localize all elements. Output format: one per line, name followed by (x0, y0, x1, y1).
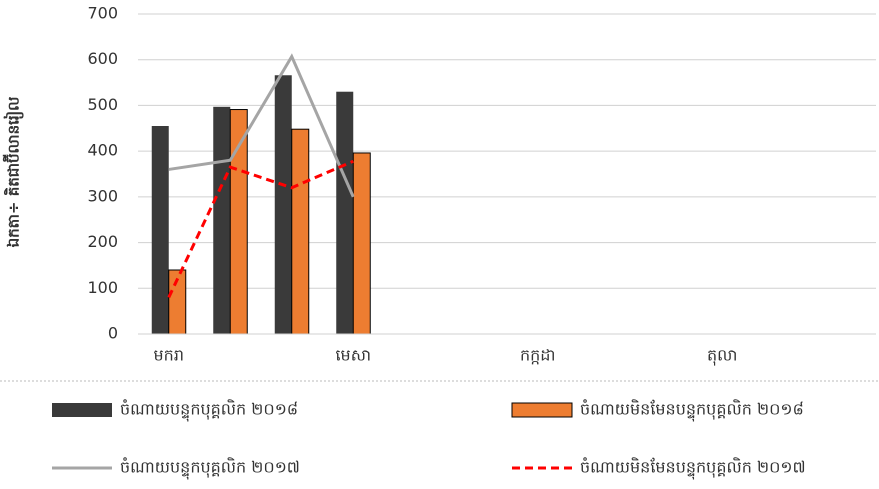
bar (274, 75, 292, 334)
y-tick-label: 700 (87, 4, 118, 23)
y-axis-title: ឯកតា÷ គិតជាប៊ីលានរៀល (3, 97, 25, 248)
x-tick-label: តុលា (707, 346, 737, 367)
y-tick-label: 600 (87, 49, 118, 68)
legend-label: ចំណាយបន្ទុកបុគ្គលិក ២០១៨ (120, 399, 298, 423)
legend-label: ចំណាយបន្ទុកបុគ្គលិក ២០១៧ (120, 457, 300, 481)
y-tick-label: 100 (87, 278, 118, 297)
x-tick-label: មករា (154, 346, 184, 365)
line-series (167, 159, 354, 299)
x-tick-label: កក្កដា (520, 346, 556, 365)
y-tick-label: 300 (87, 186, 118, 205)
x-tick-label: មេសា (335, 346, 371, 365)
bar (213, 106, 231, 334)
legend-label: ចំណាយមិនមែនបន្ទុកបុគ្គលិក ២០១៨ (580, 399, 804, 423)
legend-label: ចំណាយមិនមែនបន្ទុកបុគ្គលិក ២០១៧ (580, 457, 806, 481)
legend-swatch (52, 403, 112, 417)
y-tick-label: 0 (108, 324, 118, 343)
bar (336, 91, 354, 334)
bar (352, 152, 371, 335)
y-tick-label: 200 (87, 232, 118, 251)
y-tick-label: 400 (87, 141, 118, 160)
bar (151, 126, 169, 334)
bar (291, 128, 310, 335)
legend-swatch (511, 402, 573, 418)
y-tick-label: 500 (87, 95, 118, 114)
line-series (168, 53, 355, 198)
